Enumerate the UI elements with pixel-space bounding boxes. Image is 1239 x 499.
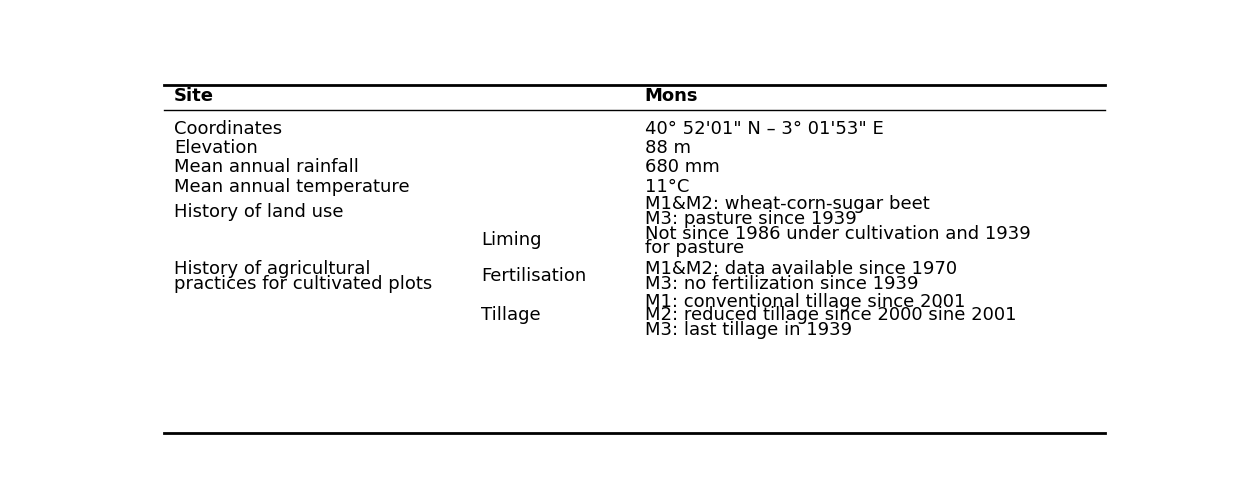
Text: 11°C: 11°C (644, 178, 689, 196)
Text: 680 mm: 680 mm (644, 159, 720, 177)
Text: 40° 52'01" N – 3° 01'53" E: 40° 52'01" N – 3° 01'53" E (644, 120, 883, 138)
Text: M3: no fertilization since 1939: M3: no fertilization since 1939 (644, 274, 918, 292)
Text: History of agricultural: History of agricultural (173, 260, 370, 278)
Text: Coordinates: Coordinates (173, 120, 282, 138)
Text: Site: Site (173, 87, 214, 105)
Text: Liming: Liming (481, 231, 541, 249)
Text: Not since 1986 under cultivation and 1939: Not since 1986 under cultivation and 193… (644, 225, 1031, 243)
Text: Fertilisation: Fertilisation (481, 267, 586, 285)
Text: Elevation: Elevation (173, 139, 258, 157)
Text: M1: conventional tillage since 2001: M1: conventional tillage since 2001 (644, 293, 965, 311)
Text: M1&M2: wheat-corn-sugar beet: M1&M2: wheat-corn-sugar beet (644, 195, 929, 213)
Text: Mean annual temperature: Mean annual temperature (173, 178, 410, 196)
Text: Tillage: Tillage (481, 306, 541, 324)
Text: M1&M2: data available since 1970: M1&M2: data available since 1970 (644, 260, 957, 278)
Text: Mean annual rainfall: Mean annual rainfall (173, 159, 359, 177)
Text: M3: last tillage in 1939: M3: last tillage in 1939 (644, 321, 851, 339)
Text: Mons: Mons (644, 87, 698, 105)
Text: History of land use: History of land use (173, 203, 343, 221)
Text: for pasture: for pasture (644, 239, 743, 257)
Text: 88 m: 88 m (644, 139, 690, 157)
Text: M3: pasture since 1939: M3: pasture since 1939 (644, 211, 856, 229)
Text: M2: reduced tillage since 2000 sine 2001: M2: reduced tillage since 2000 sine 2001 (644, 306, 1016, 324)
Text: practices for cultivated plots: practices for cultivated plots (173, 274, 432, 292)
